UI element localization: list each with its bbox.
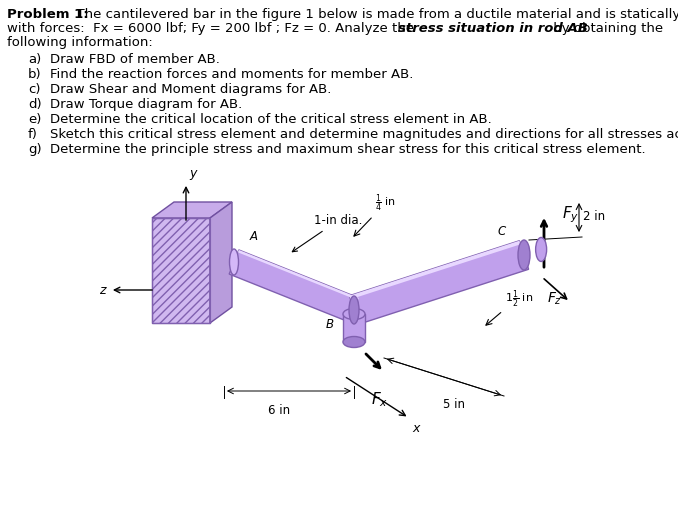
Text: f): f) — [28, 128, 38, 141]
Text: A: A — [250, 230, 258, 243]
Text: c): c) — [28, 83, 41, 96]
Text: Problem 1:: Problem 1: — [7, 8, 89, 21]
Text: 6 in: 6 in — [268, 404, 290, 417]
Text: Determine the principle stress and maximum shear stress for this critical stress: Determine the principle stress and maxim… — [50, 143, 645, 156]
Text: d): d) — [28, 98, 41, 111]
Text: z: z — [100, 284, 106, 296]
Text: $1\frac{1}{2}$ in: $1\frac{1}{2}$ in — [505, 288, 533, 310]
Text: $\mathit{F_y}$: $\mathit{F_y}$ — [562, 205, 579, 225]
Text: B: B — [326, 318, 334, 331]
Polygon shape — [229, 250, 359, 322]
Polygon shape — [238, 250, 359, 300]
Text: $\mathit{F_z}$: $\mathit{F_z}$ — [547, 291, 562, 307]
Text: Draw Shear and Moment diagrams for AB.: Draw Shear and Moment diagrams for AB. — [50, 83, 332, 96]
Text: 2 in: 2 in — [583, 211, 605, 223]
Ellipse shape — [229, 249, 239, 275]
Ellipse shape — [343, 336, 365, 348]
Text: e): e) — [28, 113, 41, 126]
Text: 1-in dia.: 1-in dia. — [292, 214, 362, 252]
Text: g): g) — [28, 143, 41, 156]
Polygon shape — [349, 241, 521, 299]
Text: 5 in: 5 in — [443, 398, 465, 411]
Text: Draw Torque diagram for AB.: Draw Torque diagram for AB. — [50, 98, 242, 111]
Polygon shape — [152, 202, 232, 218]
Text: following information:: following information: — [7, 36, 153, 49]
Text: by obtaining the: by obtaining the — [549, 22, 663, 35]
Text: Find the reaction forces and moments for member AB.: Find the reaction forces and moments for… — [50, 68, 414, 81]
Text: Sketch this critical stress element and determine magnitudes and directions for : Sketch this critical stress element and … — [50, 128, 678, 141]
Ellipse shape — [349, 296, 359, 324]
Text: x: x — [412, 422, 420, 435]
Polygon shape — [343, 314, 365, 342]
Ellipse shape — [343, 308, 365, 320]
Ellipse shape — [536, 238, 546, 261]
Text: Determine the critical location of the critical stress element in AB.: Determine the critical location of the c… — [50, 113, 492, 126]
Text: stress situation in rod AB: stress situation in rod AB — [398, 22, 588, 35]
Text: The cantilevered bar in the figure 1 below is made from a ductile material and i: The cantilevered bar in the figure 1 bel… — [68, 8, 678, 21]
Text: with forces:  Fx = 6000 lbf; Fy = 200 lbf ; Fz = 0. Analyze the: with forces: Fx = 6000 lbf; Fy = 200 lbf… — [7, 22, 418, 35]
Text: a): a) — [28, 53, 41, 66]
Polygon shape — [349, 241, 529, 324]
Polygon shape — [152, 218, 210, 323]
Text: $\mathit{F_x}$: $\mathit{F_x}$ — [372, 390, 388, 409]
Ellipse shape — [518, 240, 530, 270]
Polygon shape — [210, 202, 232, 323]
Text: y: y — [189, 167, 197, 180]
Text: b): b) — [28, 68, 41, 81]
Text: C: C — [498, 225, 506, 238]
Text: $\frac{1}{4}$ in: $\frac{1}{4}$ in — [375, 193, 397, 214]
Text: Draw FBD of member AB.: Draw FBD of member AB. — [50, 53, 220, 66]
